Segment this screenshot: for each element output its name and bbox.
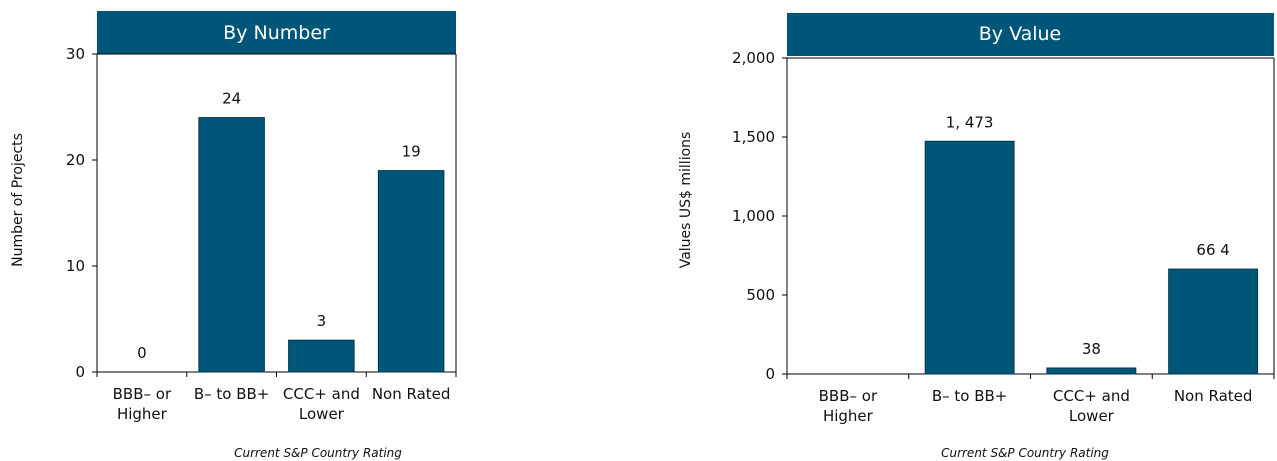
chart-title-banner: [787, 13, 1274, 56]
y-tick-label: 10: [66, 257, 85, 275]
chart-by-number: By Number Number of Projects Current S&P…: [10, 11, 457, 460]
plot-area: 0 10 20 30 0 BBB– or Higher 24 B– to BB+ 3 CCC+ an…: [66, 45, 457, 423]
x-tick-label: Higher: [117, 405, 168, 423]
bar: [377, 170, 445, 373]
x-tick-label: Lower: [1069, 407, 1115, 425]
bar: [1168, 268, 1259, 375]
x-tick-label: Non Rated: [372, 385, 451, 403]
y-tick-label: 20: [66, 151, 85, 169]
x-tick-label: Lower: [299, 405, 345, 423]
chart-by-value: By Value Values US$ millions Current S&P…: [678, 13, 1275, 460]
bar: [198, 117, 265, 373]
x-tick-label: Non Rated: [1174, 387, 1253, 405]
data-label: 38: [1082, 340, 1101, 358]
y-tick-label: 0: [75, 363, 85, 381]
data-label: 19: [402, 143, 421, 161]
y-tick-label: 1,000: [732, 207, 775, 225]
data-label: 1, 473: [946, 113, 994, 131]
plot-area: 0 500 1,000 1,500 2,000 BBB– or Higher 1, 473 B–…: [732, 49, 1275, 425]
data-label: 24: [222, 90, 241, 108]
x-tick-label: CCC+ and: [1053, 387, 1130, 405]
data-label: 3: [317, 312, 327, 330]
y-tick-label: 2,000: [732, 49, 775, 67]
x-tick-label: BBB– or: [819, 387, 878, 405]
bar: [1046, 367, 1137, 375]
chart-title-banner: [97, 11, 456, 54]
x-tick-label: Higher: [823, 407, 874, 425]
x-axis-label: Current S&P Country Rating: [234, 446, 402, 460]
x-tick-label: CCC+ and: [283, 385, 360, 403]
y-tick-label: 30: [66, 45, 85, 63]
data-label: 0: [137, 344, 147, 362]
x-tick-label: B– to BB+: [932, 387, 1008, 405]
y-axis-label: Number of Projects: [10, 133, 26, 267]
bar: [924, 140, 1015, 375]
y-axis-label: Values US$ millions: [678, 132, 694, 269]
x-tick-label: BBB– or: [113, 385, 172, 403]
bar: [288, 339, 355, 373]
data-label: 66 4: [1196, 241, 1229, 259]
x-axis-label: Current S&P Country Rating: [941, 446, 1109, 460]
y-tick-label: 0: [765, 365, 775, 383]
chart-title: By Number: [223, 22, 330, 44]
y-tick-label: 1,500: [732, 128, 775, 146]
y-tick-label: 500: [746, 286, 775, 304]
x-tick-label: B– to BB+: [194, 385, 270, 403]
chart-title: By Value: [979, 23, 1062, 45]
